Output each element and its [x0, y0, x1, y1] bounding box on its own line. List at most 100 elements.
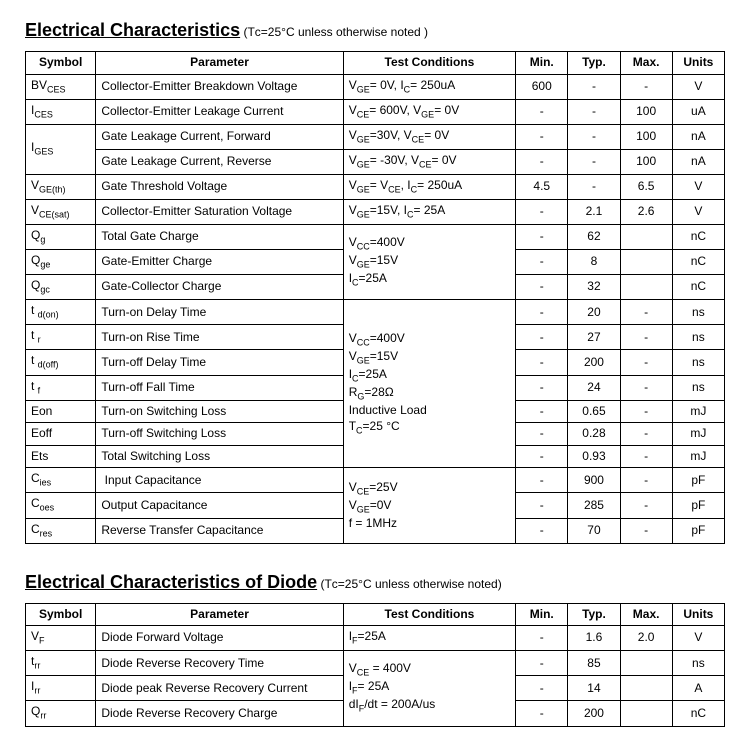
max-cell: 100 [620, 124, 672, 149]
min-cell: 600 [516, 74, 568, 99]
typ-cell: 24 [568, 375, 620, 400]
column-header: Test Conditions [343, 603, 515, 626]
typ-cell: 2.1 [568, 199, 620, 224]
column-header: Units [672, 52, 724, 75]
units-cell: V [672, 199, 724, 224]
max-cell [620, 701, 672, 726]
electrical-characteristics-table: SymbolParameterTest ConditionsMin.Typ.Ma… [25, 51, 725, 544]
typ-cell: - [568, 124, 620, 149]
parameter-cell: Collector-Emitter Leakage Current [96, 99, 343, 124]
symbol-cell: Coes [26, 493, 96, 518]
test-conditions-cell: VGE= VCE, IC= 250uA [343, 174, 515, 199]
test-conditions-cell: VGE=15V, IC= 25A [343, 199, 515, 224]
parameter-cell: Diode peak Reverse Recovery Current [96, 676, 343, 701]
max-cell [620, 676, 672, 701]
column-header: Units [672, 603, 724, 626]
max-cell: - [620, 423, 672, 446]
symbol-cell: t d(on) [26, 300, 96, 325]
test-conditions-cell: VCE= 600V, VGE= 0V [343, 99, 515, 124]
max-cell: - [620, 445, 672, 468]
max-cell: - [620, 300, 672, 325]
units-cell: nC [672, 701, 724, 726]
section1-heading: Electrical Characteristics (Tᴄ=25°C unle… [25, 20, 725, 41]
symbol-cell: Ets [26, 445, 96, 468]
test-conditions-cell: IF=25A [343, 626, 515, 651]
symbol-cell: IGES [26, 124, 96, 174]
section2-note: (Tᴄ=25°C unless otherwise noted) [320, 577, 501, 591]
min-cell: - [516, 149, 568, 174]
max-cell: - [620, 518, 672, 543]
table-row: VCE(sat)Collector-Emitter Saturation Vol… [26, 199, 725, 224]
table1-header-row: SymbolParameterTest ConditionsMin.Typ.Ma… [26, 52, 725, 75]
parameter-cell: Output Capacitance [96, 493, 343, 518]
table-row: QgTotal Gate ChargeVCC=400VVGE=15VIC=25A… [26, 225, 725, 250]
test-conditions-cell: VCE=25VVGE=0Vf = 1MHz [343, 468, 515, 543]
parameter-cell: Gate-Emitter Charge [96, 250, 343, 275]
typ-cell: 20 [568, 300, 620, 325]
units-cell: pF [672, 468, 724, 493]
units-cell: nC [672, 250, 724, 275]
units-cell: pF [672, 518, 724, 543]
column-header: Symbol [26, 52, 96, 75]
max-cell: 6.5 [620, 174, 672, 199]
typ-cell: 0.93 [568, 445, 620, 468]
typ-cell: 70 [568, 518, 620, 543]
table-row: trrDiode Reverse Recovery TimeVCE = 400V… [26, 651, 725, 676]
table-row: t d(on)Turn-on Delay TimeVCC=400VVGE=15V… [26, 300, 725, 325]
units-cell: ns [672, 325, 724, 350]
min-cell: - [516, 275, 568, 300]
min-cell: - [516, 400, 568, 423]
column-header: Min. [516, 603, 568, 626]
symbol-cell: ICES [26, 99, 96, 124]
min-cell: - [516, 423, 568, 446]
max-cell [620, 651, 672, 676]
typ-cell: 14 [568, 676, 620, 701]
column-header: Max. [620, 603, 672, 626]
column-header: Max. [620, 52, 672, 75]
typ-cell: 8 [568, 250, 620, 275]
units-cell: pF [672, 493, 724, 518]
units-cell: nC [672, 225, 724, 250]
test-conditions-cell: VCE = 400VIF= 25AdIF/dt = 200A/us [343, 651, 515, 726]
parameter-cell: Total Switching Loss [96, 445, 343, 468]
column-header: Typ. [568, 52, 620, 75]
parameter-cell: Gate Leakage Current, Forward [96, 124, 343, 149]
min-cell: - [516, 375, 568, 400]
units-cell: V [672, 626, 724, 651]
min-cell: - [516, 445, 568, 468]
parameter-cell: Collector-Emitter Breakdown Voltage [96, 74, 343, 99]
min-cell: - [516, 651, 568, 676]
symbol-cell: Qrr [26, 701, 96, 726]
units-cell: V [672, 174, 724, 199]
min-cell: 4.5 [516, 174, 568, 199]
symbol-cell: VGE(th) [26, 174, 96, 199]
max-cell: 2.6 [620, 199, 672, 224]
symbol-cell: Cies [26, 468, 96, 493]
symbol-cell: t r [26, 325, 96, 350]
symbol-cell: Qg [26, 225, 96, 250]
max-cell: - [620, 350, 672, 375]
typ-cell: - [568, 174, 620, 199]
min-cell: - [516, 300, 568, 325]
min-cell: - [516, 199, 568, 224]
min-cell: - [516, 468, 568, 493]
units-cell: mJ [672, 400, 724, 423]
test-conditions-cell: VCC=400VVGE=15VIC=25ARG=28ΩInductive Loa… [343, 300, 515, 468]
max-cell: 2.0 [620, 626, 672, 651]
column-header: Min. [516, 52, 568, 75]
typ-cell: - [568, 149, 620, 174]
table-row: Gate Leakage Current, ReverseVGE= -30V, … [26, 149, 725, 174]
units-cell: nA [672, 124, 724, 149]
parameter-cell: Diode Forward Voltage [96, 626, 343, 651]
units-cell: V [672, 74, 724, 99]
max-cell: - [620, 375, 672, 400]
symbol-cell: Qge [26, 250, 96, 275]
units-cell: nC [672, 275, 724, 300]
parameter-cell: Diode Reverse Recovery Charge [96, 701, 343, 726]
column-header: Test Conditions [343, 52, 515, 75]
table-row: ICESCollector-Emitter Leakage CurrentVCE… [26, 99, 725, 124]
symbol-cell: trr [26, 651, 96, 676]
parameter-cell: Input Capacitance [96, 468, 343, 493]
max-cell [620, 225, 672, 250]
typ-cell: 1.6 [568, 626, 620, 651]
